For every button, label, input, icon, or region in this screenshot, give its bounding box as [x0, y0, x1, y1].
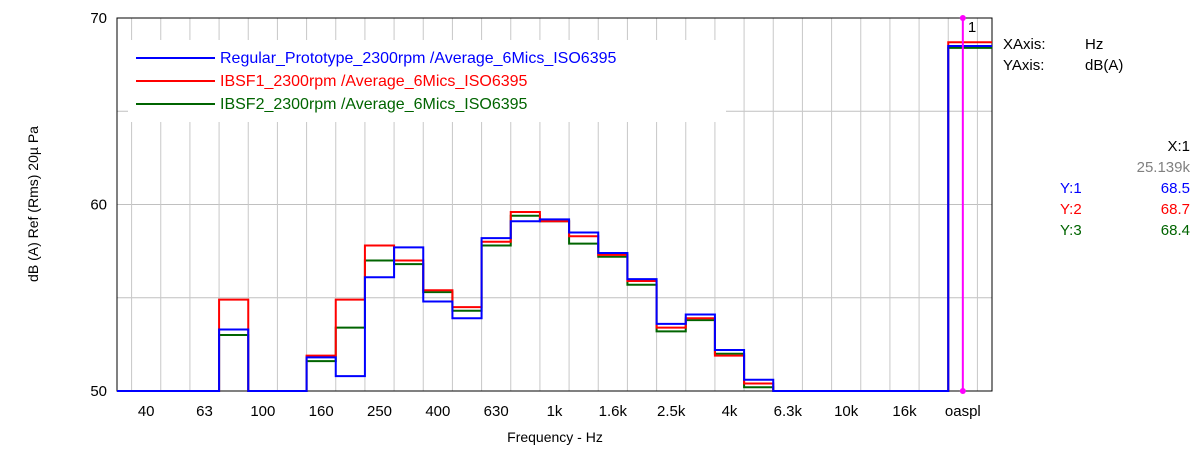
- cursor-y2-value: 68.7: [1160, 201, 1190, 218]
- cursor-y1-row: Y:1 68.5: [1060, 178, 1190, 199]
- series-line-1: [117, 44, 992, 392]
- x-tick-label: 100: [250, 403, 275, 420]
- cursor-top-marker: [959, 15, 966, 21]
- x-axis: 40 63 100 160 250 400 630 1k 1.6k 2.5k 4k 6.3k 10k 16…: [138, 403, 981, 420]
- axis-info: XAxis: Hz YAxis: dB(A): [1003, 34, 1133, 76]
- y-axis-key: YAxis:: [1003, 57, 1045, 74]
- legend-entry: Regular_Prototype_2300rpm /Average_6Mics…: [220, 50, 616, 67]
- x-tick-label: 4k: [722, 403, 738, 420]
- x-tick-label: oaspl: [945, 403, 981, 420]
- cursor-y3-label: Y:3: [1060, 222, 1082, 239]
- y-tick-label: 70: [90, 10, 107, 27]
- x-tick-label: 1.6k: [599, 403, 628, 420]
- cursor-bottom-marker: [959, 388, 966, 394]
- cursor-y3-value: 68.4: [1160, 222, 1190, 239]
- y-axis-label: dB (A) Ref (Rms) 20µ Pa: [25, 126, 41, 282]
- x-axis-label: Frequency - Hz: [507, 429, 603, 445]
- series-lines: [117, 41, 992, 392]
- x-tick-label: 160: [309, 403, 334, 420]
- x-tick-label: 1k: [547, 403, 563, 420]
- cursor-y3-row: Y:3 68.4: [1060, 220, 1190, 241]
- x-tick-label: 630: [484, 403, 509, 420]
- cursor-label: 1: [968, 19, 976, 36]
- x-tick-label: 2.5k: [657, 403, 686, 420]
- y-tick-label: 50: [90, 383, 107, 400]
- cursor-y2-label: Y:2: [1060, 201, 1082, 218]
- legend: Regular_Prototype_2300rpm /Average_6Mics…: [128, 40, 726, 122]
- y-axis-unit: dB(A): [1085, 57, 1124, 74]
- cursor-x-label: X:1: [1167, 138, 1190, 155]
- x-tick-label: 250: [367, 403, 392, 420]
- x-tick-label: 63: [196, 403, 213, 420]
- x-tick-label: 16k: [892, 403, 917, 420]
- x-tick-label: 10k: [834, 403, 859, 420]
- x-tick-label: 6.3k: [774, 403, 803, 420]
- plot-area: [116, 17, 993, 392]
- x-axis-key: XAxis:: [1003, 36, 1046, 53]
- x-tick-label: 40: [138, 403, 155, 420]
- legend-entry: IBSF2_2300rpm /Average_6Mics_ISO6395: [220, 96, 528, 113]
- cursor-readout: X:1 25.139k Y:1 68.5 Y:2 68.7 Y:3 68.4: [1060, 136, 1190, 241]
- x-axis-unit: Hz: [1085, 36, 1104, 53]
- legend-background: [128, 40, 726, 122]
- cursor-y2-row: Y:2 68.7: [1060, 199, 1190, 220]
- x-tick-label: 400: [425, 403, 450, 420]
- cursor-y1-label: Y:1: [1060, 180, 1082, 197]
- y-tick-label: 60: [90, 197, 107, 214]
- cursor-x-value: 25.139k: [1136, 159, 1190, 176]
- cursor-y1-value: 68.5: [1160, 180, 1190, 197]
- y-axis: 50 60 70: [90, 10, 107, 400]
- legend-entry: IBSF1_2300rpm /Average_6Mics_ISO6395: [220, 73, 528, 90]
- cursor-line[interactable]: 1: [959, 15, 976, 394]
